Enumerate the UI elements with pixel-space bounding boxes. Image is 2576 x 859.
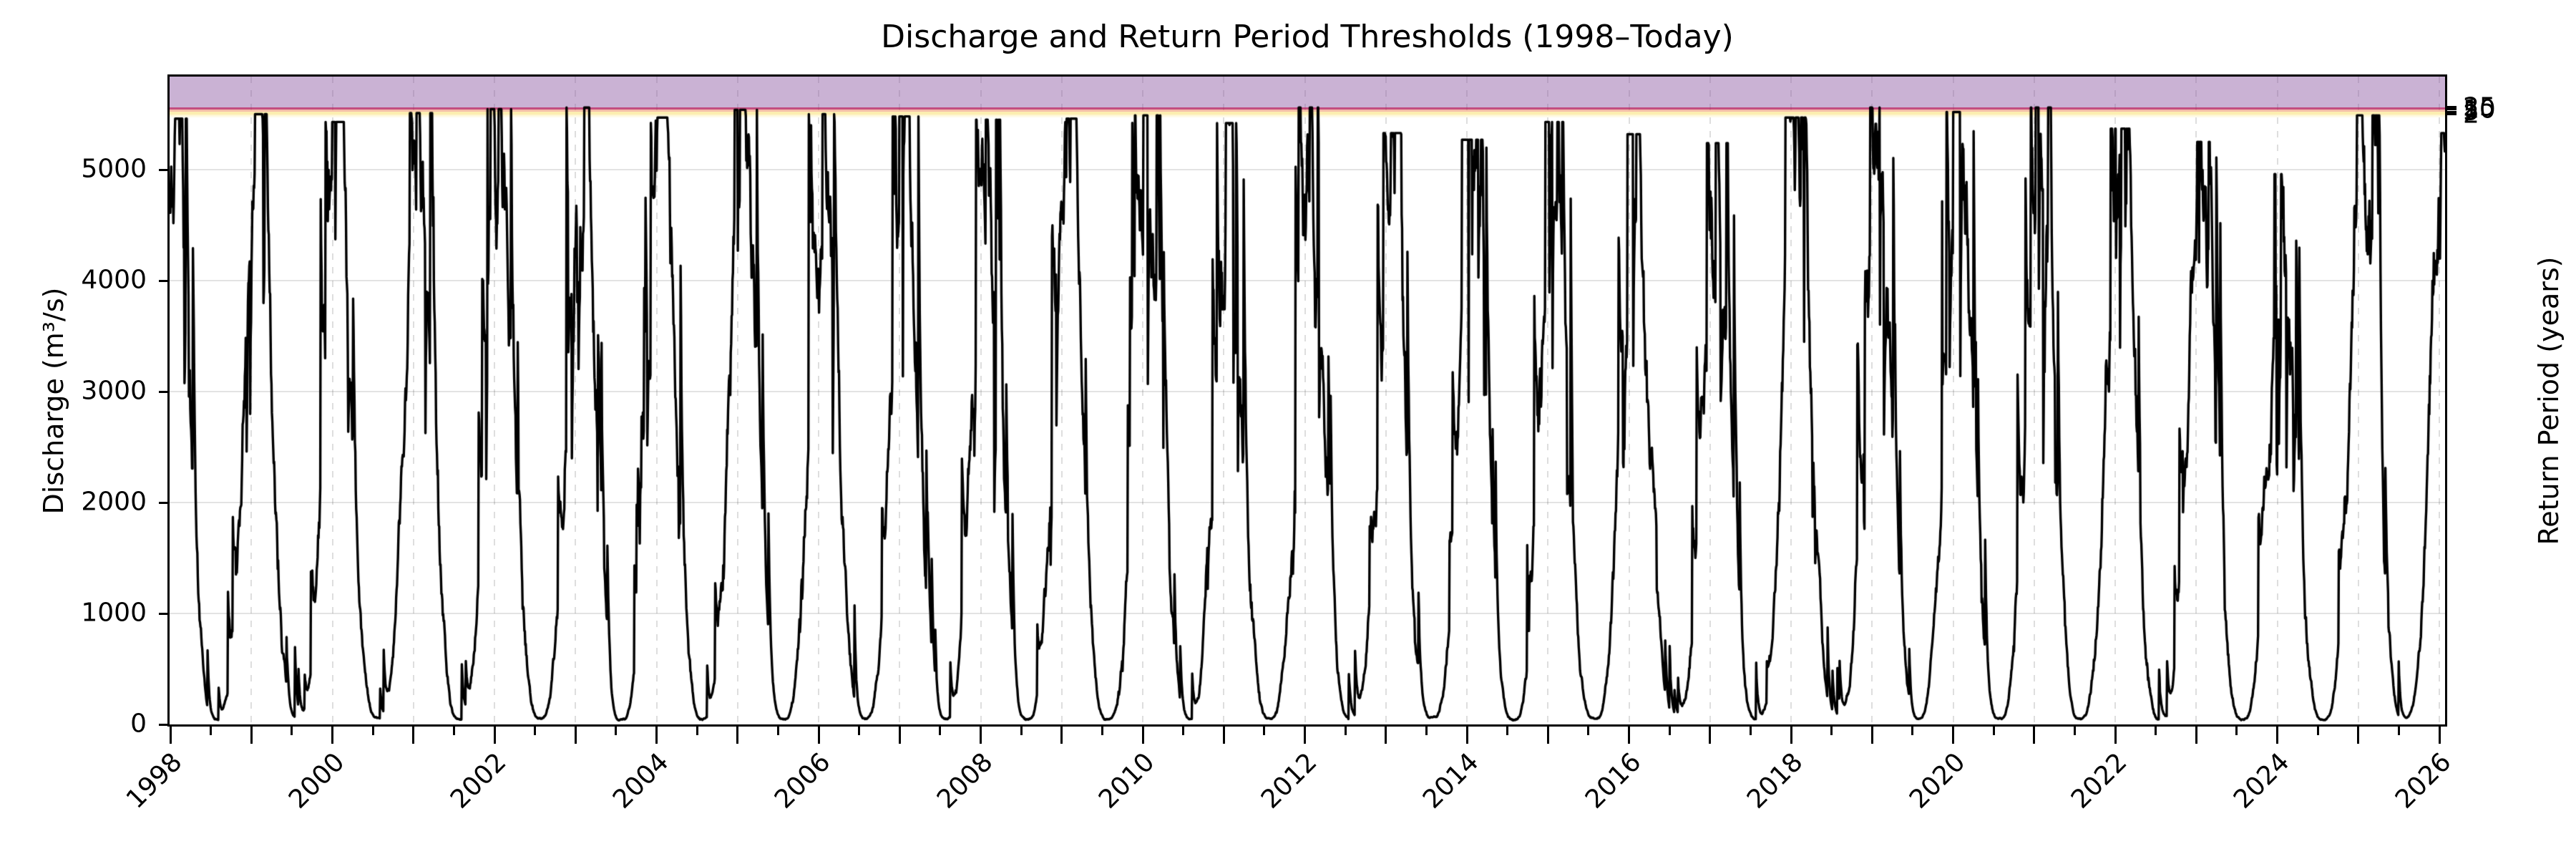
x-major-tick — [1628, 727, 1630, 744]
x-major-tick — [1385, 727, 1387, 744]
x-major-tick — [1222, 727, 1225, 744]
y-axis-label-return-period: Return Period (years) — [2533, 256, 2565, 545]
x-major-tick — [1546, 727, 1549, 744]
x-tick-label: 1998 — [121, 747, 188, 815]
x-minor-tick — [210, 727, 213, 735]
y-tick-label: 1000 — [81, 598, 147, 628]
x-tick-label: 2026 — [2390, 747, 2457, 815]
x-minor-tick — [1344, 727, 1347, 735]
x-tick-label: 2010 — [1093, 747, 1161, 815]
x-major-tick — [1952, 727, 1954, 744]
plot-area — [167, 74, 2447, 727]
x-major-tick — [1709, 727, 1712, 744]
x-major-tick — [412, 727, 415, 744]
x-major-tick — [331, 727, 333, 744]
x-major-tick — [1790, 727, 1792, 744]
return-period-tick — [2447, 108, 2457, 111]
y-tick-label: 4000 — [81, 265, 147, 295]
y-tick-label: 2000 — [81, 487, 147, 517]
x-minor-tick — [615, 727, 618, 735]
x-minor-tick — [776, 727, 779, 735]
x-minor-tick — [1668, 727, 1671, 735]
x-tick-label: 2006 — [769, 747, 836, 815]
x-tick-label: 2024 — [2228, 747, 2296, 815]
x-minor-tick — [1182, 727, 1185, 735]
y-tick-label: 0 — [130, 709, 147, 739]
x-minor-tick — [1263, 727, 1266, 735]
y-tick — [159, 612, 169, 615]
y-tick — [159, 723, 169, 726]
y-tick-label: 3000 — [81, 376, 147, 406]
return-period-tick — [2447, 110, 2457, 113]
x-minor-tick — [1830, 727, 1833, 735]
x-major-tick — [169, 727, 172, 744]
x-minor-tick — [1587, 727, 1590, 735]
x-minor-tick — [1101, 727, 1103, 735]
x-major-tick — [655, 727, 658, 744]
y-tick-label: 5000 — [81, 154, 147, 184]
return-period-tick-label: 25 — [2463, 92, 2496, 122]
x-tick-label: 2012 — [1255, 747, 1323, 815]
x-minor-tick — [452, 727, 455, 735]
x-minor-tick — [1749, 727, 1752, 735]
x-major-tick — [898, 727, 901, 744]
x-major-tick — [2357, 727, 2360, 744]
x-minor-tick — [1020, 727, 1023, 735]
x-minor-tick — [1506, 727, 1509, 735]
plot-inner — [170, 77, 2445, 724]
x-tick-label: 2020 — [1903, 747, 1971, 815]
x-minor-tick — [939, 727, 942, 735]
x-minor-tick — [2073, 727, 2076, 735]
x-minor-tick — [291, 727, 293, 735]
x-major-tick — [817, 727, 820, 744]
x-major-tick — [2276, 727, 2278, 744]
x-major-tick — [2195, 727, 2197, 744]
x-tick-label: 2004 — [607, 747, 675, 815]
x-minor-tick — [1425, 727, 1428, 735]
return-period-tick-label: 5 — [2463, 97, 2479, 127]
x-minor-tick — [858, 727, 861, 735]
y-tick — [159, 168, 169, 171]
return-period-tick — [2447, 113, 2457, 116]
x-minor-tick — [1911, 727, 1914, 735]
x-tick-label: 2000 — [283, 747, 351, 815]
y-tick — [159, 390, 169, 393]
x-major-tick — [980, 727, 982, 744]
x-tick-label: 2008 — [931, 747, 999, 815]
return-period-tick-label: 2 — [2463, 100, 2479, 130]
x-major-tick — [1304, 727, 1306, 744]
x-major-tick — [1060, 727, 1063, 744]
x-minor-tick — [2316, 727, 2319, 735]
return-period-tick-label: 10 — [2463, 94, 2496, 125]
x-major-tick — [250, 727, 253, 744]
x-major-tick — [1141, 727, 1144, 744]
x-tick-label: 2014 — [1418, 747, 1485, 815]
x-tick-label: 2016 — [1579, 747, 1647, 815]
x-major-tick — [493, 727, 496, 744]
x-major-tick — [736, 727, 739, 744]
x-minor-tick — [696, 727, 698, 735]
x-minor-tick — [2397, 727, 2400, 735]
x-minor-tick — [534, 727, 537, 735]
x-major-tick — [2033, 727, 2036, 744]
discharge-line-canvas — [170, 77, 2445, 724]
y-tick — [159, 501, 169, 504]
x-minor-tick — [2155, 727, 2157, 735]
x-tick-label: 2018 — [1742, 747, 1809, 815]
x-tick-label: 2022 — [2066, 747, 2133, 815]
x-major-tick — [2438, 727, 2441, 744]
return-period-tick — [2447, 106, 2457, 109]
x-major-tick — [2114, 727, 2117, 744]
x-minor-tick — [1992, 727, 1995, 735]
x-minor-tick — [2235, 727, 2238, 735]
chart-title: Discharge and Return Period Thresholds (… — [881, 19, 1734, 55]
x-tick-label: 2002 — [445, 747, 512, 815]
x-major-tick — [1870, 727, 1873, 744]
x-minor-tick — [371, 727, 374, 735]
x-major-tick — [1465, 727, 1468, 744]
x-major-tick — [574, 727, 577, 744]
y-tick — [159, 279, 169, 282]
